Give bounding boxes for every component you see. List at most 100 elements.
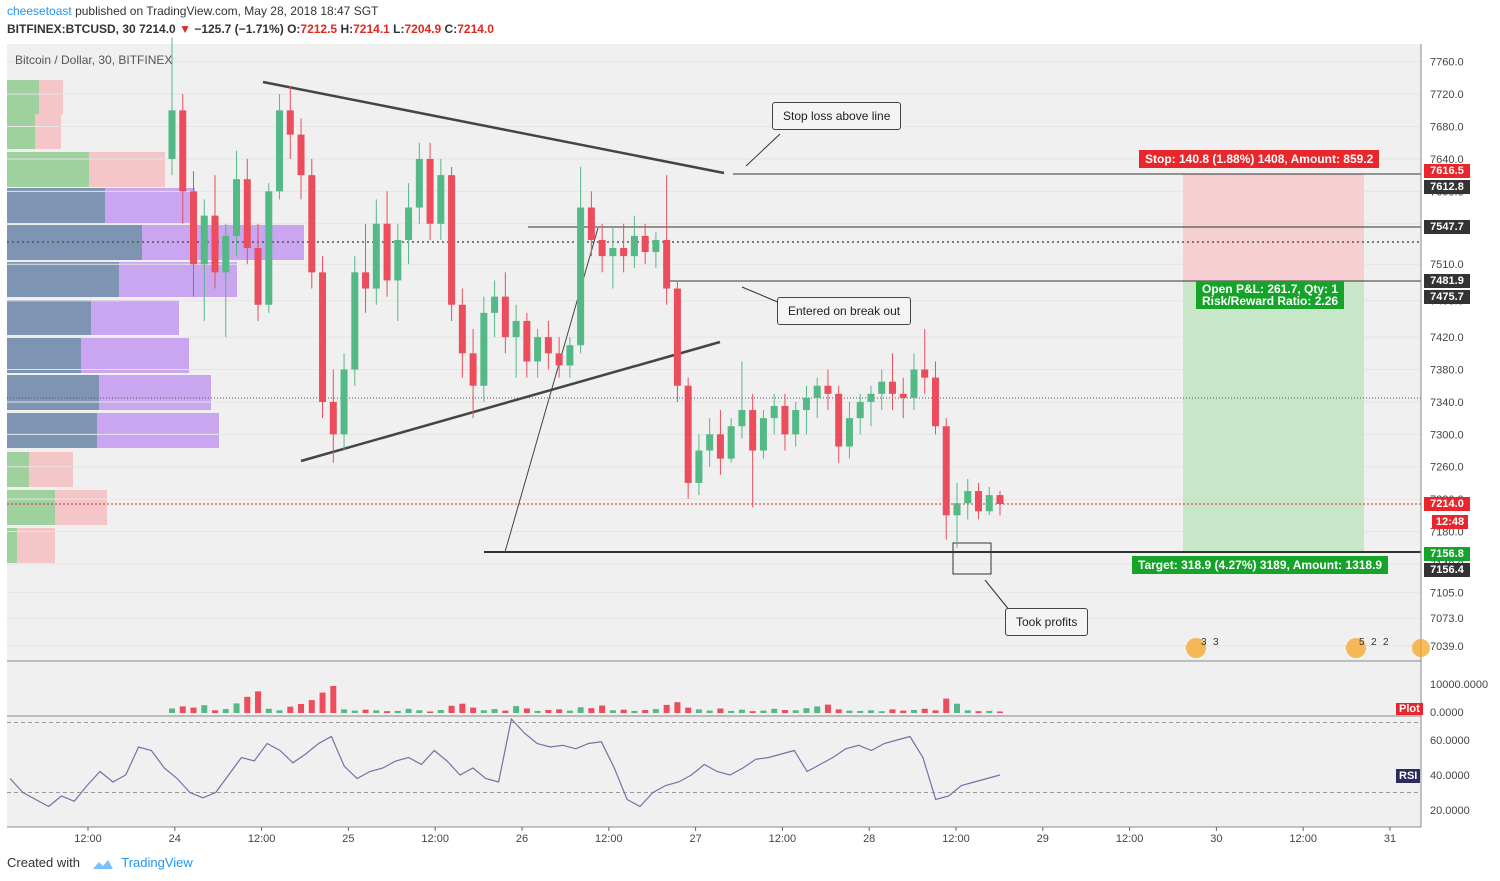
candle-body [480,312,488,386]
high-label: H: [340,22,354,36]
candle-body [716,434,724,459]
volume-bar [620,709,627,713]
price-tick-label: 7073.0 [1430,613,1464,625]
last-price: 7214.0 [139,22,176,36]
time-tick-label: 28 [863,833,875,845]
entry-callout[interactable]: Entered on break out [777,297,912,325]
volume-bar [921,708,928,713]
candle-body [630,235,638,257]
volume-plot-badge[interactable]: Plot [1396,703,1423,715]
footer: Created with TradingView [7,855,193,870]
level-price-label: 7475.7 [1424,290,1470,304]
candle-body [695,450,703,483]
candle-body [641,235,649,253]
candle-body [931,377,939,427]
price-tick-label: 7510.0 [1430,259,1464,271]
volume-bar [470,707,477,713]
time-tick-label: 12:00 [248,833,276,845]
down-arrow-icon: ▼ [179,22,191,36]
take-profit-box [952,542,992,575]
event-flag-icon[interactable] [1346,638,1366,658]
candle-body [211,215,219,273]
author-link[interactable]: cheesetoast [7,4,72,18]
rsi-line [9,717,1001,808]
candle-body [781,405,789,435]
volume-bar [674,702,681,713]
candle-body [706,434,714,451]
volume-profile-down [39,80,63,115]
event-count: 5 [1359,637,1365,648]
event-flag-icon[interactable] [1412,639,1430,657]
volume-bar [405,708,412,713]
rsi-badge[interactable]: RSI [1396,769,1421,783]
volume-profile-up [7,413,97,448]
volume-bar [513,706,520,713]
volume-bar [362,709,369,713]
event-flag-icon[interactable] [1186,638,1206,658]
candle-body [738,410,746,427]
low-label: L: [393,22,405,36]
take-profit-callout[interactable]: Took profits [1005,608,1089,636]
entry-price-label: 7481.9 [1424,274,1470,288]
candle-body [577,207,585,346]
volume-bar [900,710,907,713]
candle-body [383,223,391,281]
economic-events[interactable]: 3 3 5 2 2 [1186,637,1430,658]
candle-body [759,418,767,451]
volume-profile-up [7,152,89,187]
volume-profile-up [7,80,39,115]
volume-bar [244,696,251,713]
volume-bar [717,708,724,713]
price-tick-label: 7039.0 [1430,641,1464,653]
target-info-box: Target: 318.9 (4.27%) 3189, Amount: 1318… [1132,556,1389,574]
time-tick-label: 12:00 [769,833,797,845]
candle-body [362,272,370,289]
candle-body [910,369,918,398]
price-tick-label: 7300.0 [1430,429,1464,441]
close-label: C: [444,22,458,36]
pnl-info-box: Open P&L: 261.7, Qty: 1 Risk/Reward Rati… [1196,281,1345,309]
volume-bar [728,710,735,713]
time-axis[interactable]: 12:00 24 12:00 25 12:00 26 12:00 27 12:00 28 12:00… [74,827,1396,845]
volume-bar [749,711,756,713]
candle-body [405,207,413,240]
volume-bar [846,710,853,713]
volume-bar [556,709,563,713]
volume-bar [190,707,197,713]
volume-profile-up [7,300,91,335]
candle-body [652,239,660,253]
time-tick-label: 30 [1210,833,1222,845]
ohlc-line: BITFINEX:BTCUSD, 30 7214.0 ▼ −125.7 (−1.… [7,22,494,36]
volume-profile-up [7,338,81,373]
volume-bars [169,686,1003,713]
volume-bar [212,710,219,713]
volume-bar [384,711,391,713]
tradingview-link[interactable]: TradingView [121,855,193,870]
volume-bar [287,706,294,713]
volume-bar [824,704,831,713]
candle-body [351,272,359,370]
open-value: 7212.5 [300,22,338,36]
level-price-label: 7612.8 [1424,180,1470,194]
volume-bar [835,709,842,713]
time-tick-label: 29 [1037,833,1049,845]
candle-body [813,385,821,398]
volume-bar [857,710,864,713]
volume-profile-up [7,114,35,149]
price-tick-label: 7105.0 [1430,587,1464,599]
volume-profile-up [7,188,105,223]
candle-body [587,207,595,240]
volume-bar [233,703,240,713]
stop-loss-callout[interactable]: Stop loss above line [772,102,902,130]
rsi-series [7,717,1421,808]
stop-info-box: Stop: 140.8 (1.88%) 1408, Amount: 859.2 [1139,150,1380,168]
candle-body [878,381,886,394]
target-zone [1183,281,1364,552]
volume-bar [588,708,595,713]
volume-bar [932,710,939,713]
volume-profile-down [35,114,61,149]
volume-profile-down [89,152,165,187]
open-label: O: [287,22,301,36]
candle-body [684,385,692,483]
